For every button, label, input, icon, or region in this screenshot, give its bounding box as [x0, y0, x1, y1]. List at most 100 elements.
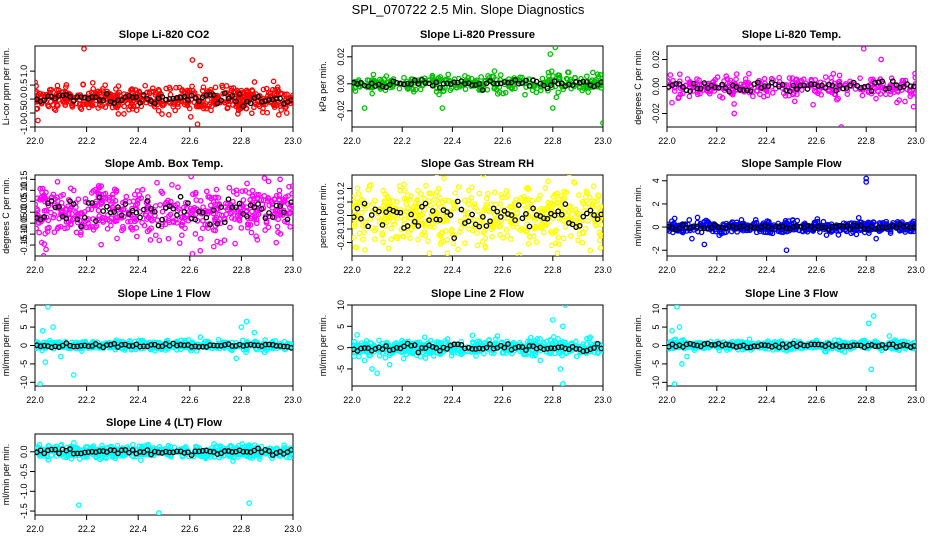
data-point [43, 214, 50, 221]
data-point [279, 90, 285, 97]
reference-point [779, 81, 786, 88]
data-point [457, 218, 464, 224]
data-point [224, 98, 231, 105]
data-point [571, 179, 578, 186]
data-point [551, 191, 558, 198]
data-point [261, 175, 268, 181]
data-point [385, 245, 392, 252]
reference-point [508, 79, 515, 86]
x-tick-label: 23.0 [284, 265, 302, 275]
data-point [427, 202, 433, 209]
reference-point [221, 219, 228, 226]
reference-point [41, 214, 48, 220]
data-point [579, 239, 586, 246]
data-point [822, 74, 829, 80]
data-point [887, 230, 894, 236]
y-tick-label: -0.02 [651, 103, 661, 124]
reference-point [401, 81, 407, 88]
data-point [139, 219, 145, 226]
y-tick-label: -10 [19, 376, 29, 389]
data-point [516, 252, 522, 256]
reference-point [683, 87, 690, 94]
x-tick-label: 22.0 [343, 395, 361, 405]
reference-point [96, 97, 103, 103]
reference-point [854, 223, 861, 230]
data-point [361, 229, 367, 236]
reference-point [480, 214, 486, 220]
reference-point [207, 221, 213, 228]
reference-point [900, 83, 907, 90]
reference-point [490, 80, 497, 87]
data-point [251, 216, 258, 222]
panel-title: Slope Sample Flow [741, 158, 842, 170]
reference-point [210, 207, 217, 213]
data-point [248, 110, 255, 117]
outlier-point [238, 324, 245, 330]
outlier-point [689, 235, 695, 242]
data-point [598, 222, 603, 228]
data-point [275, 216, 281, 223]
data-point [260, 86, 267, 93]
data-point [51, 106, 58, 112]
reference-point [280, 209, 287, 216]
data-point [733, 76, 739, 83]
data-point [882, 91, 889, 98]
data-point [52, 107, 59, 114]
data-point [507, 203, 514, 210]
reference-point [422, 200, 429, 207]
reference-point [847, 225, 854, 232]
data-point [912, 70, 916, 77]
reference-point [772, 223, 779, 230]
reference-point [89, 94, 95, 100]
reference-point [218, 204, 224, 210]
reference-point [515, 202, 522, 208]
data-point [363, 338, 370, 344]
data-point [229, 209, 235, 216]
reference-point [240, 103, 247, 110]
reference-point [801, 82, 807, 89]
data-point [54, 178, 61, 185]
reference-point [433, 345, 440, 351]
data-point [106, 197, 112, 203]
reference-point [386, 347, 393, 354]
data-point [537, 336, 543, 342]
data-point [43, 246, 49, 253]
data-point [35, 206, 40, 212]
data-point [222, 200, 229, 207]
data-point [404, 205, 411, 212]
reference-point [526, 82, 533, 89]
data-point [526, 233, 533, 240]
reference-point [790, 223, 797, 230]
reference-point [569, 221, 576, 228]
data-point [276, 111, 282, 118]
reference-point [900, 223, 907, 230]
data-point [144, 89, 150, 96]
data-point [195, 103, 202, 110]
data-point [67, 221, 74, 228]
data-point [723, 73, 730, 79]
data-point [92, 200, 99, 207]
x-tick-label: 22.0 [658, 395, 676, 405]
data-point [405, 338, 411, 345]
data-point [157, 202, 163, 208]
data-point [231, 216, 238, 222]
reference-point [790, 82, 797, 89]
reference-point [67, 93, 73, 100]
reference-point [111, 340, 118, 347]
x-tick-label: 22.2 [708, 265, 726, 275]
data-point [792, 77, 799, 83]
reference-point [422, 345, 429, 351]
data-point [540, 207, 547, 214]
reference-point [551, 78, 558, 85]
data-point [35, 117, 41, 124]
reference-point [469, 82, 475, 88]
data-point [254, 195, 260, 202]
x-tick-label: 23.0 [594, 136, 612, 146]
reference-point [111, 209, 118, 215]
reference-point [118, 341, 125, 348]
data-point [575, 237, 581, 244]
reference-point [266, 341, 272, 348]
